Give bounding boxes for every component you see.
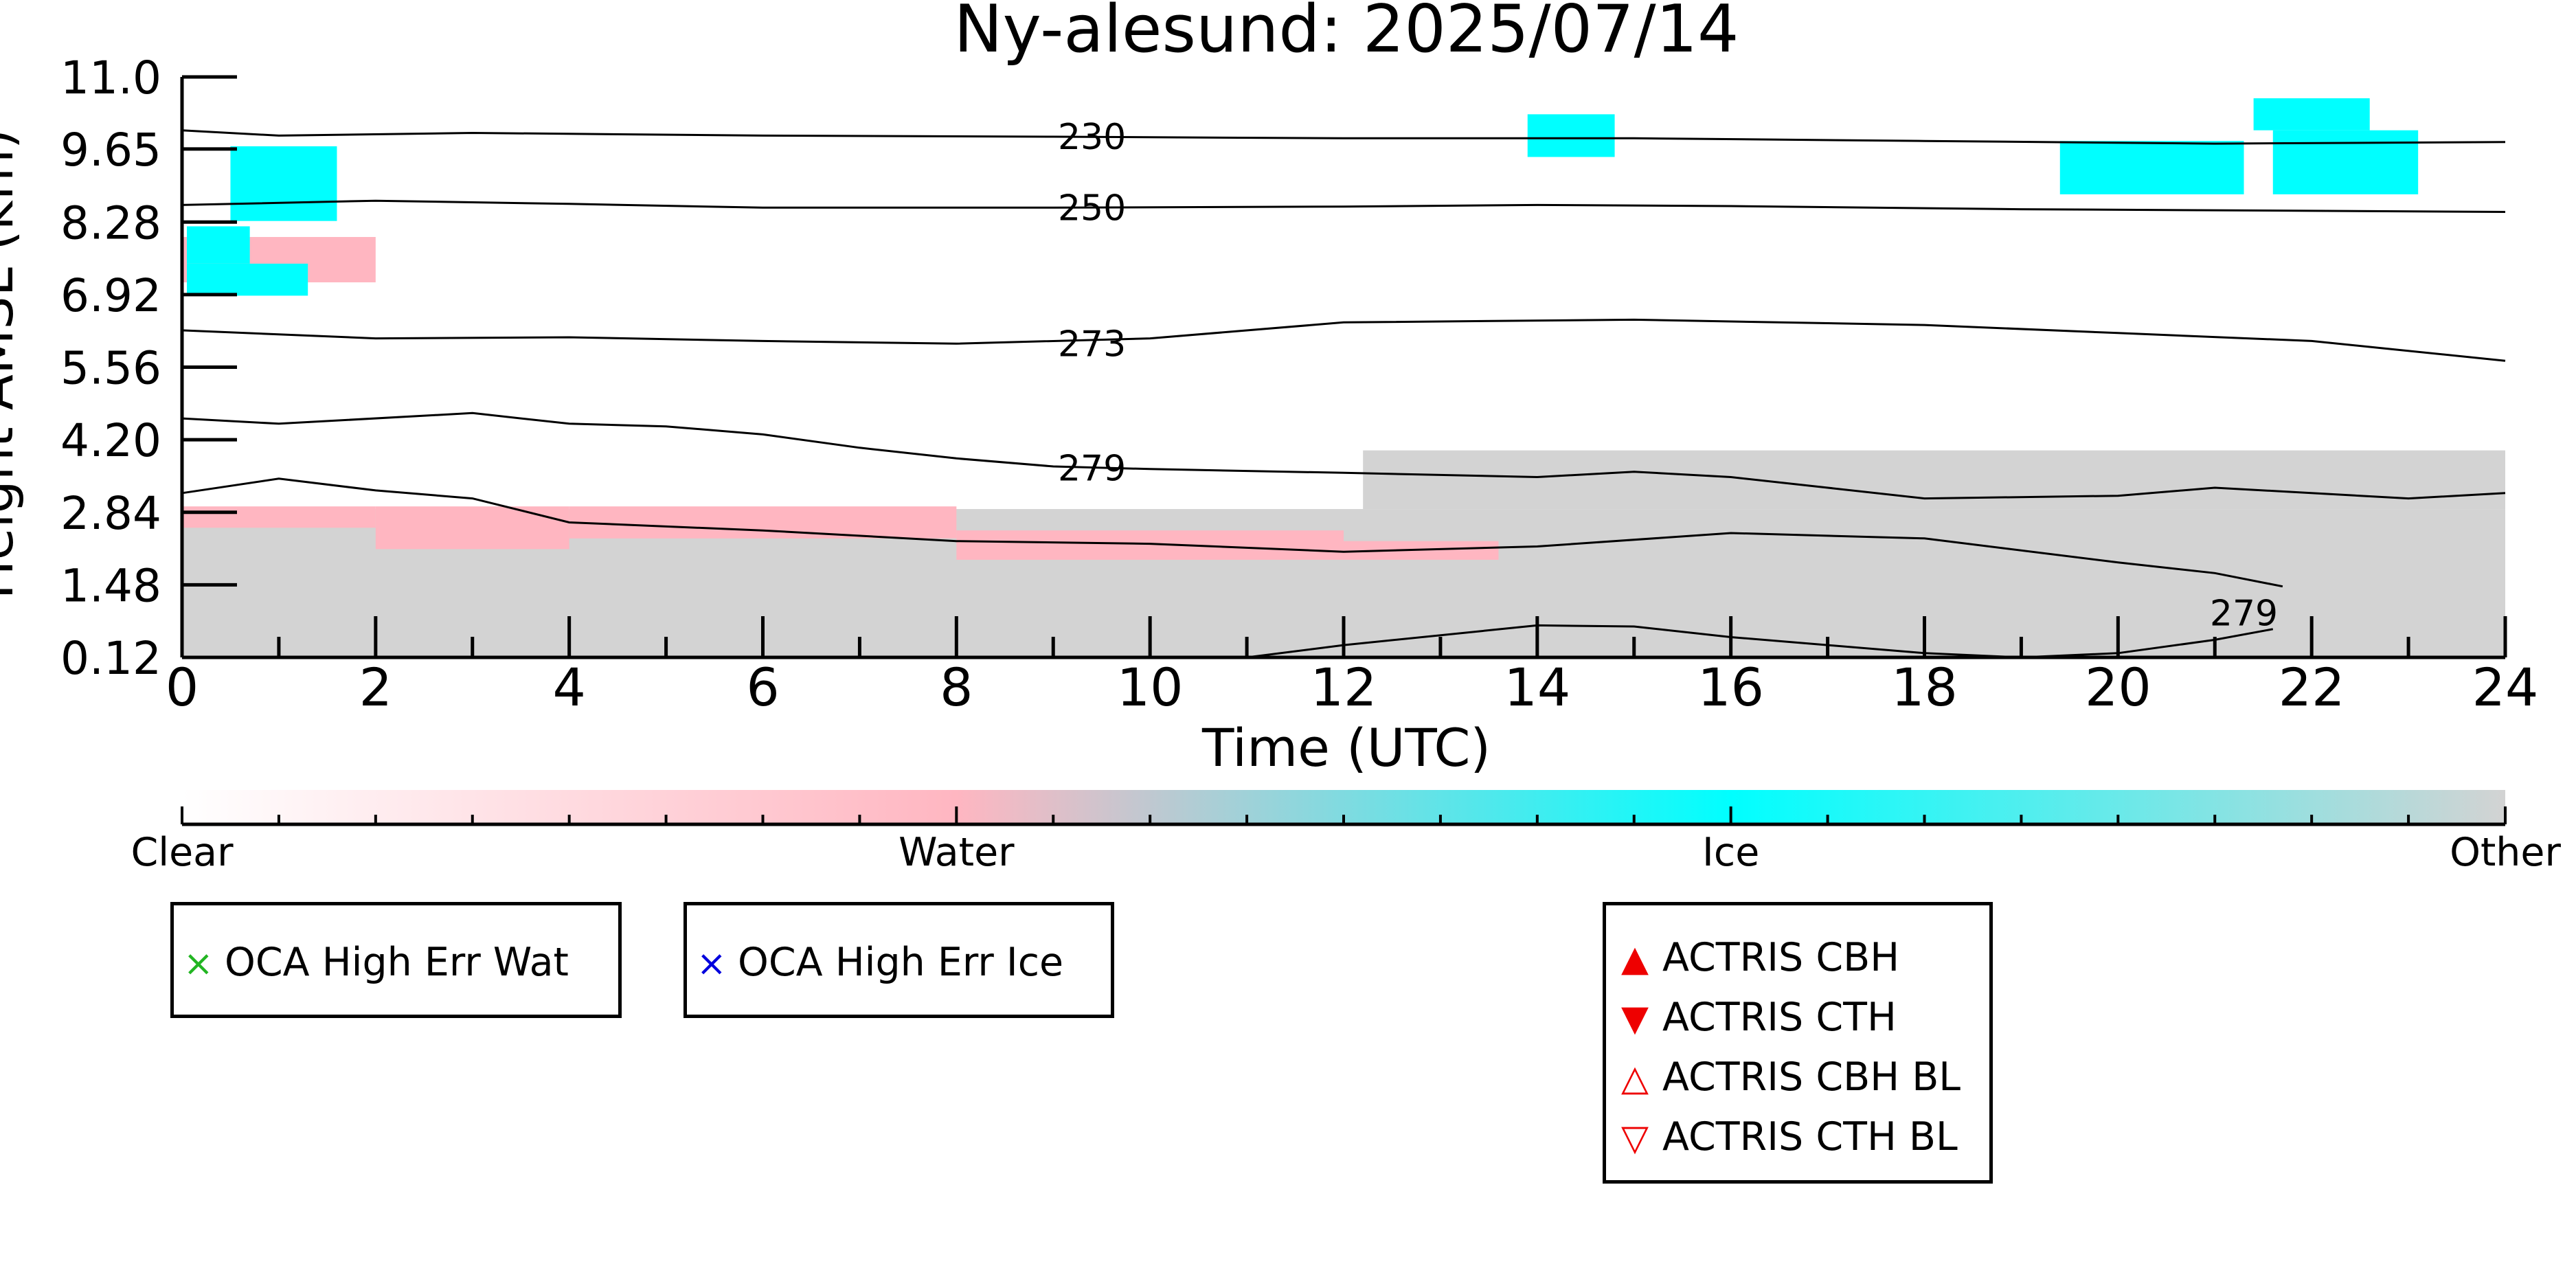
- y-tick-label: 0.12: [60, 632, 161, 685]
- filled-up-triangle-icon: ▲: [1621, 938, 1649, 980]
- contour-label: 279: [2210, 594, 2278, 635]
- legend-label: OCA High Err Ice: [738, 940, 1064, 985]
- region-ice: [230, 146, 337, 221]
- legend-entry: ▼ ACTRIS CTH: [1621, 998, 1897, 1037]
- y-tick-label: 5.56: [60, 342, 161, 395]
- x-tick-label: 0: [166, 657, 199, 718]
- x-tick-label: 2: [359, 657, 392, 718]
- blue-cross-marker-icon: ×: [697, 943, 727, 984]
- green-cross-marker-icon: ×: [183, 943, 214, 984]
- y-axis-label: Height AMSL (km): [0, 128, 25, 599]
- legend-oca-ice: × OCA High Err Ice: [683, 902, 1114, 1018]
- legend-oca-water: × OCA High Err Wat: [170, 902, 622, 1018]
- y-tick-label: 11.0: [60, 52, 161, 104]
- region-ice: [187, 226, 250, 264]
- region-water: [956, 530, 1344, 560]
- region-ice: [2059, 141, 2244, 194]
- colorbar-label: Ice: [1702, 830, 1759, 875]
- region-water: [182, 506, 376, 528]
- legend-entry: ▽ ACTRIS CTH BL: [1621, 1118, 1958, 1157]
- legend-label: OCA High Err Wat: [225, 940, 569, 985]
- x-tick-label: 10: [1117, 657, 1184, 718]
- legend-entry: △ ACTRIS CBH BL: [1621, 1058, 1961, 1097]
- filled-down-triangle-icon: ▼: [1621, 998, 1649, 1039]
- y-tick-label: 1.48: [60, 559, 161, 612]
- x-tick-label: 22: [2279, 657, 2345, 718]
- open-down-triangle-icon: ▽: [1621, 1118, 1649, 1159]
- contour-line-250: [181, 199, 2506, 213]
- region-water: [375, 506, 569, 550]
- contour-line-279: [181, 477, 2283, 588]
- colorbar-label: Clear: [131, 830, 234, 875]
- contour-line-273: [181, 318, 2506, 362]
- contour-line-279: [181, 411, 2506, 500]
- x-tick-label: 8: [940, 657, 973, 718]
- class-colorbar: Clear Water Ice Other: [131, 790, 2561, 875]
- region-ice: [1527, 114, 1615, 157]
- y-tick-label: 9.65: [60, 124, 161, 177]
- contour-label: 279: [1058, 448, 1126, 489]
- plot-area: [182, 98, 2505, 657]
- legend-label: ACTRIS CTH BL: [1662, 1114, 1958, 1160]
- y-tick-label: 2.84: [60, 487, 161, 540]
- colorbar-label: Other: [2450, 830, 2561, 875]
- y-tick-label: 6.92: [60, 269, 161, 322]
- legend-entry: ▲ ACTRIS CBH: [1621, 938, 1899, 978]
- legend-label: ACTRIS CTH: [1662, 995, 1897, 1040]
- contour-line-230: [181, 129, 2506, 145]
- x-tick-label: 20: [2085, 657, 2151, 718]
- temperature-contours: 230 250 273 279 279: [181, 117, 2506, 659]
- region-ice: [2253, 98, 2370, 131]
- region-other: [1363, 450, 2505, 510]
- y-tick-label: 4.20: [60, 414, 161, 467]
- x-tick-label: 24: [2472, 657, 2539, 718]
- region-ice: [187, 263, 308, 296]
- x-axis-label: Time (UTC): [1201, 717, 1491, 778]
- legend-label: ACTRIS CBH BL: [1662, 1054, 1961, 1100]
- contour-label: 230: [1058, 117, 1126, 158]
- chart-title: Ny-alesund: 2025/07/14: [954, 0, 1739, 67]
- x-tick-label: 6: [746, 657, 779, 718]
- contour-label: 273: [1058, 324, 1126, 365]
- legend-entry: × OCA High Err Ice: [697, 943, 1063, 982]
- x-tick-label: 12: [1311, 657, 1377, 718]
- open-up-triangle-icon: △: [1621, 1058, 1649, 1099]
- legend-actris: ▲ ACTRIS CBH ▼ ACTRIS CTH △ ACTRIS CBH BL ▽…: [1603, 902, 1993, 1184]
- region-water: [569, 506, 957, 539]
- colorbar-label: Water: [899, 830, 1015, 875]
- x-tick-label: 18: [1891, 657, 1958, 718]
- region-ice: [2272, 130, 2419, 194]
- x-tick-label: 16: [1697, 657, 1764, 718]
- x-tick-label: 14: [1504, 657, 1570, 718]
- legend-entry: × OCA High Err Wat: [183, 943, 569, 982]
- legend-label: ACTRIS CBH: [1662, 935, 1900, 980]
- y-tick-label: 8.28: [60, 196, 161, 249]
- contour-label: 250: [1058, 188, 1126, 229]
- x-tick-label: 4: [552, 657, 585, 718]
